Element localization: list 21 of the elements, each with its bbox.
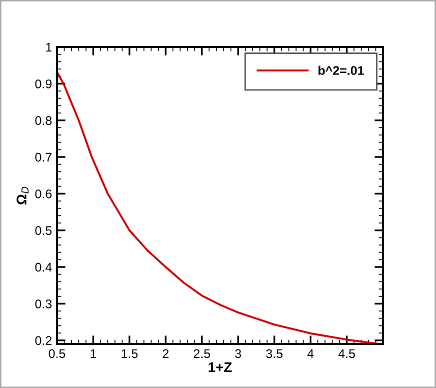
x-axis-title: 1+Z bbox=[208, 362, 232, 372]
x-tick-label: 2 bbox=[162, 349, 169, 358]
y-axis-title: Ω$_{D}$ bbox=[16, 186, 29, 205]
legend-label: b^2=.01 bbox=[318, 66, 364, 75]
y-tick-label: 0.6 bbox=[35, 189, 52, 198]
y-tick-label: 1 bbox=[46, 42, 52, 52]
y-tick-label: 0.5 bbox=[35, 226, 52, 235]
y-tick-label: 0.3 bbox=[35, 299, 52, 308]
y-tick-label: 0.7 bbox=[35, 152, 52, 162]
x-tick-label: 4 bbox=[307, 349, 314, 358]
x-tick-label: 3 bbox=[235, 349, 242, 358]
x-tick-label: 0.5 bbox=[48, 349, 66, 358]
y-tick-label: 0.9 bbox=[35, 79, 52, 88]
y-tick-label: 0.2 bbox=[35, 336, 52, 345]
x-tick-label: 2.5 bbox=[194, 349, 210, 358]
y-tick-label: 0.4 bbox=[35, 262, 52, 272]
x-tick-label: 4.5 bbox=[338, 349, 355, 358]
x-tick-label: 1 bbox=[90, 349, 96, 358]
x-tick-label: 3.5 bbox=[266, 349, 282, 358]
y-tick-label: 0.8 bbox=[35, 116, 52, 125]
x-tick-label: 1.5 bbox=[122, 349, 138, 358]
